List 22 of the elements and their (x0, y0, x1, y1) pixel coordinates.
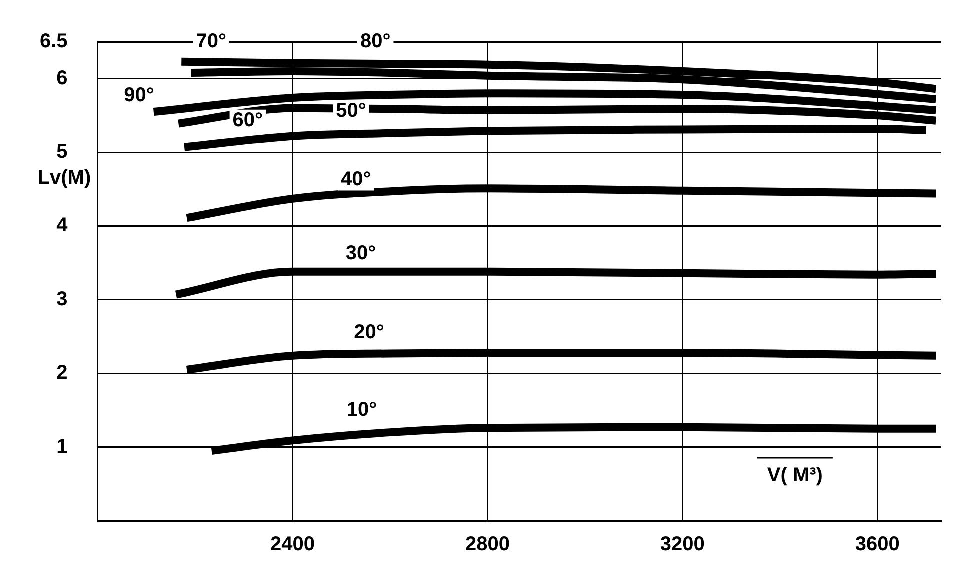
x-tick-label: 3600 (855, 534, 900, 556)
annotation: 40° (341, 168, 372, 190)
annotation: 30° (346, 242, 376, 265)
x-tick-label: 3200 (660, 534, 705, 556)
y-tick-label: 5 (56, 141, 68, 164)
annotation: 60° (232, 109, 264, 132)
annotation: 70° (196, 30, 226, 53)
y-tick-label: 2 (56, 362, 68, 384)
annotation: 10° (346, 398, 378, 421)
y-tick-label: 6 (56, 67, 68, 90)
y-tick-label: 3 (56, 288, 68, 310)
y-tick-label: 1 (56, 436, 68, 458)
x-tick-label: 2400 (270, 534, 316, 556)
y-tick-label: 6.5 (40, 30, 68, 53)
annotation: 20° (354, 322, 384, 344)
annotation: 80° (360, 30, 391, 53)
x-axis-title: V( M³) (767, 464, 823, 487)
annotation: 50° (336, 100, 366, 122)
y-axis-title: Lv(M) (38, 166, 92, 189)
x-tick-label: 2800 (465, 534, 510, 556)
y-tick-label: 4 (56, 214, 69, 237)
annotation: 90° (124, 84, 154, 106)
